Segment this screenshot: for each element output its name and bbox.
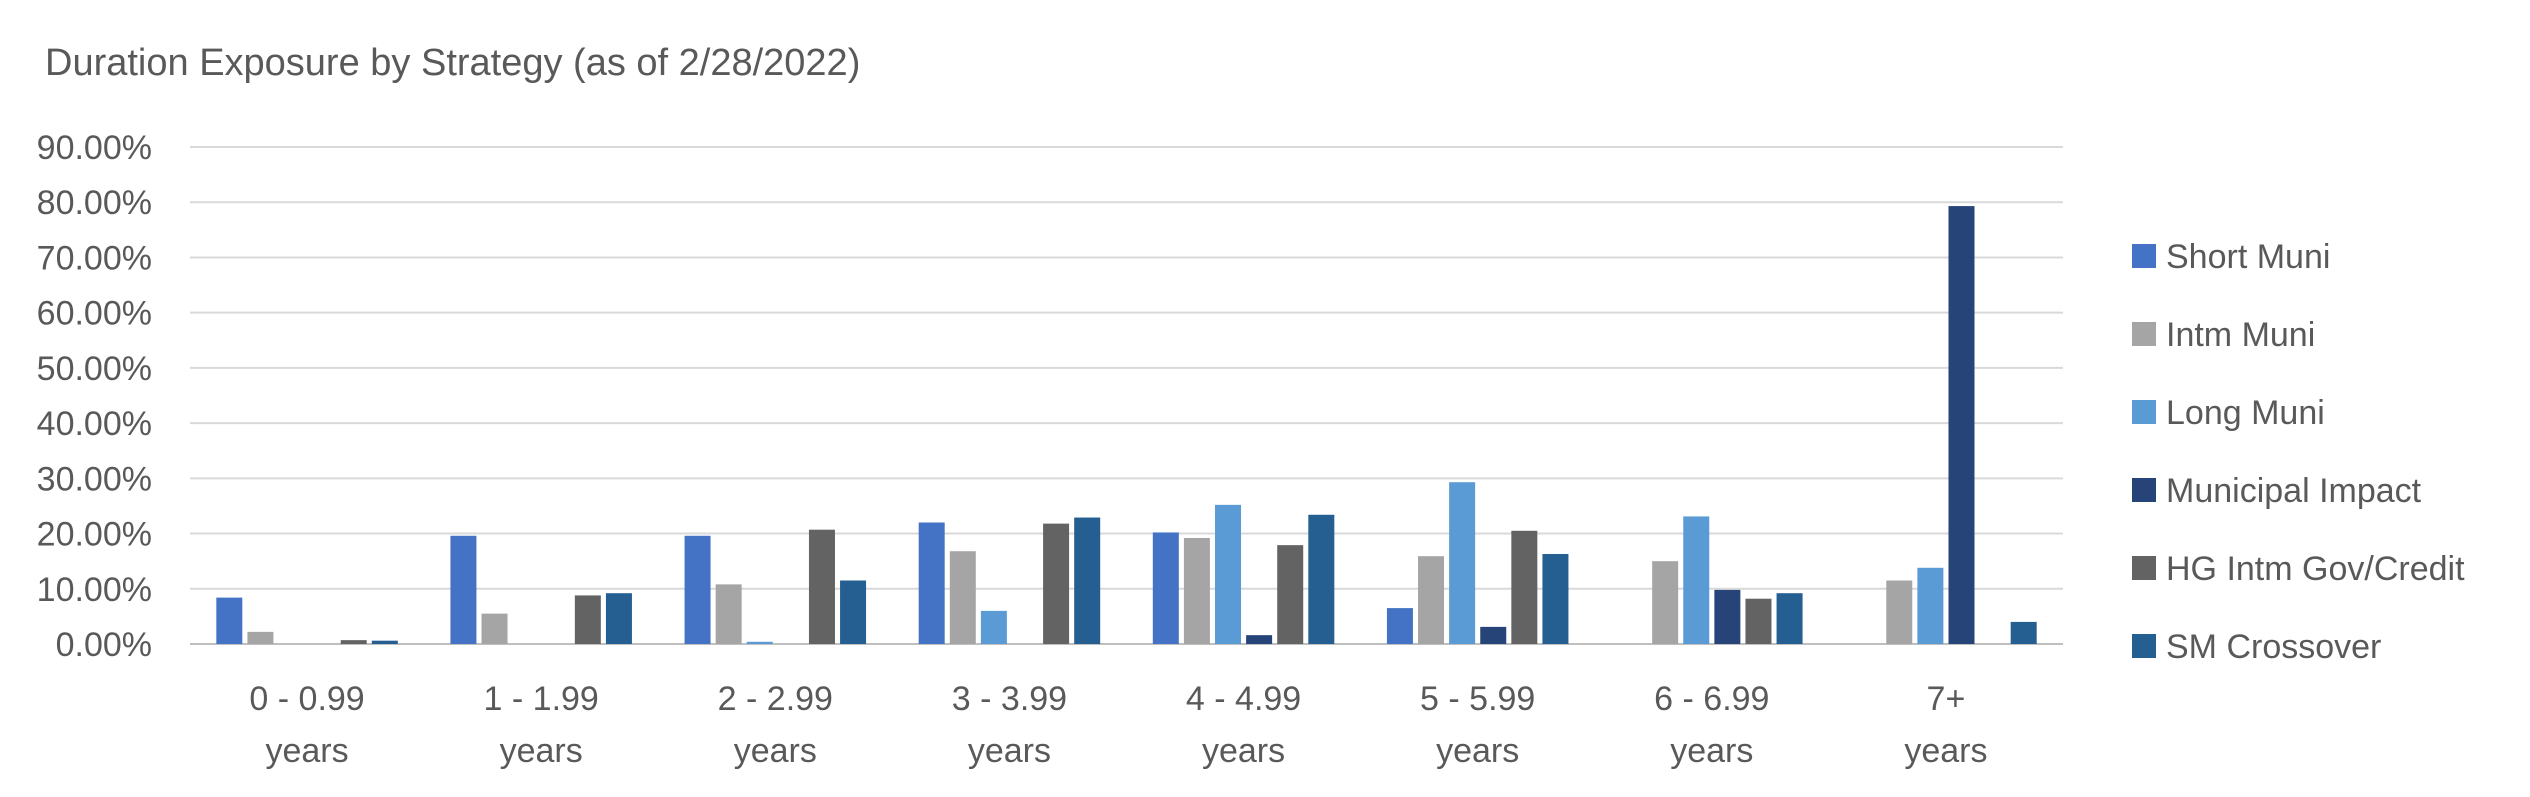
bar [949, 551, 976, 644]
bar [808, 529, 835, 644]
x-category-label: years [1436, 732, 1519, 770]
legend-item: Short Muni [2132, 238, 2330, 276]
bar [481, 613, 508, 644]
bar [1183, 537, 1210, 644]
bar [340, 640, 367, 644]
bar [574, 595, 601, 644]
bar [840, 580, 867, 644]
y-tick-label: 60.00% [37, 295, 152, 333]
bar [247, 631, 274, 644]
bar [684, 535, 711, 644]
legend-item: SM Crossover [2132, 628, 2381, 666]
bar [1683, 516, 1710, 644]
bar [1043, 523, 1070, 644]
legend-item: HG Intm Gov/Credit [2132, 550, 2465, 588]
x-category-label: years [968, 732, 1051, 770]
legend-label: Municipal Impact [2166, 472, 2422, 510]
x-category-label: years [265, 732, 348, 770]
bar [1511, 530, 1538, 644]
x-category-label: 2 - 2.99 [718, 680, 833, 718]
legend-swatch [2132, 244, 2156, 268]
bar [371, 640, 398, 644]
y-tick-label: 20.00% [37, 516, 152, 554]
y-tick-label: 40.00% [37, 405, 152, 443]
bar [1215, 504, 1242, 644]
legend-label: HG Intm Gov/Credit [2166, 550, 2465, 588]
bar [1917, 567, 1944, 644]
bar [1652, 561, 1679, 644]
bar [2010, 621, 2037, 644]
y-axis-ticks: 0.00% 10.00% 20.00% 30.00% 40.00% 50.00% 60.00… [37, 129, 152, 664]
legend-label: Intm Muni [2166, 316, 2315, 354]
x-category-label: years [1670, 732, 1753, 770]
bar [1886, 580, 1913, 644]
y-tick-label: 70.00% [37, 239, 152, 277]
legend-swatch [2132, 322, 2156, 346]
bar [1277, 545, 1304, 644]
y-tick-label: 0.00% [56, 626, 152, 664]
x-category-label: years [500, 732, 583, 770]
y-tick-label: 50.00% [37, 350, 152, 388]
bar [1418, 556, 1445, 644]
bar [918, 522, 945, 644]
x-category-label: 0 - 0.99 [249, 680, 364, 718]
legend-item: Long Muni [2132, 394, 2325, 432]
x-category-label: years [734, 732, 817, 770]
bar [216, 597, 243, 644]
bar [1714, 589, 1741, 644]
bar [1745, 598, 1772, 644]
gridlines [190, 146, 2063, 645]
bar [1308, 514, 1335, 644]
bar [450, 535, 477, 644]
legend-swatch [2132, 400, 2156, 424]
legend-swatch [2132, 634, 2156, 658]
legend-swatch [2132, 478, 2156, 502]
legend: Short Muni Intm Muni Long Muni Municipal Im… [2132, 238, 2465, 666]
y-tick-label: 90.00% [37, 129, 152, 167]
x-category-label: years [1904, 732, 1987, 770]
bar [1246, 635, 1273, 644]
x-axis-categories: 0 - 0.99 years 1 - 1.99 years 2 - 2.99 years 3… [249, 680, 1987, 770]
bar [1449, 482, 1476, 644]
legend-label: Long Muni [2166, 394, 2325, 432]
bar [605, 593, 632, 644]
bar [1542, 553, 1569, 644]
bar [746, 641, 773, 644]
x-category-label: 6 - 6.99 [1654, 680, 1769, 718]
bar [1074, 517, 1101, 644]
y-tick-label: 10.00% [37, 571, 152, 609]
legend-label: SM Crossover [2166, 628, 2381, 666]
bars [216, 206, 2037, 645]
x-category-label: 5 - 5.99 [1420, 680, 1535, 718]
bar [1776, 593, 1803, 644]
x-category-label: 3 - 3.99 [952, 680, 1067, 718]
legend-item: Municipal Impact [2132, 472, 2422, 510]
bar [1386, 608, 1413, 644]
bar [1948, 206, 1975, 645]
x-category-label: years [1202, 732, 1285, 770]
y-tick-label: 30.00% [37, 460, 152, 498]
y-tick-label: 80.00% [37, 184, 152, 222]
x-category-label: 1 - 1.99 [484, 680, 599, 718]
legend-label: Short Muni [2166, 238, 2330, 276]
bar [980, 610, 1007, 644]
x-category-label: 7+ [1927, 680, 1966, 718]
chart-title: Duration Exposure by Strategy (as of 2/2… [45, 42, 860, 84]
legend-swatch [2132, 556, 2156, 580]
bar [1152, 532, 1179, 644]
x-category-label: 4 - 4.99 [1186, 680, 1301, 718]
bar [715, 584, 742, 644]
legend-item: Intm Muni [2132, 316, 2315, 354]
bar [1480, 626, 1507, 644]
